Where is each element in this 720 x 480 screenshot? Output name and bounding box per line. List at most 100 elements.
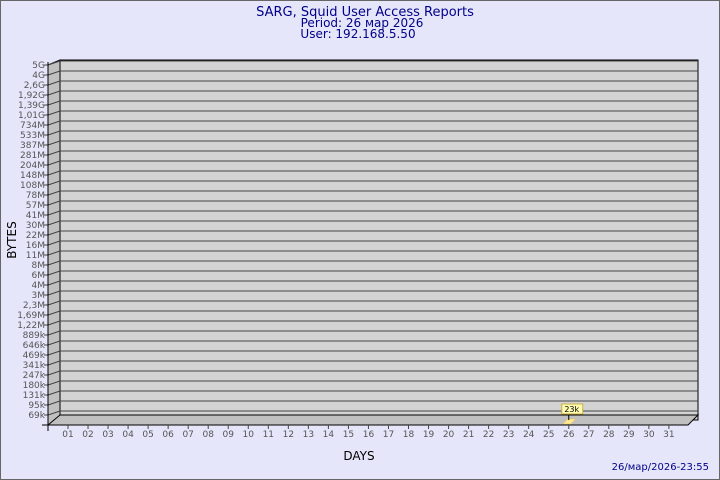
x-tick-label: 02 [82,430,93,440]
y-tick-label: 41M [26,211,45,221]
wall-grid-line [47,100,61,106]
y-tick-label: 131k [23,391,46,401]
wall-grid-line [47,400,61,406]
wall-grid-line [47,330,61,336]
y-tick-label: 8M [32,261,46,271]
timestamp: 26/мар/2026-23:55 [612,462,709,473]
wall-grid-line [47,190,61,196]
y-tick-label: 387M [20,141,45,151]
y-axis-label: BYTES [5,221,19,258]
chart-user: User: 192.168.5.50 [300,27,415,41]
wall-grid-line [47,310,61,316]
x-tick-label: 07 [182,430,193,440]
x-tick-label: 30 [643,430,655,440]
wall-grid-line [47,320,61,326]
y-tick-label: 4M [32,281,46,291]
y-tick-label: 734M [20,121,45,131]
x-tick-label: 05 [142,430,153,440]
wall-grid-line [47,80,61,86]
y-tick-label: 204M [20,161,45,171]
x-tick-label: 01 [62,430,73,440]
y-tick-label: 148M [20,171,45,181]
wall-grid-line [47,270,61,276]
x-tick-label: 12 [283,430,294,440]
wall-grid-line [47,70,61,76]
y-tick-label: 1,01G [18,111,45,121]
y-tick-label: 57M [26,201,45,211]
x-tick-label: 23 [503,430,514,440]
y-tick-label: 95k [28,401,45,411]
y-tick-label: 1,39G [18,101,45,111]
y-tick-label: 78M [26,191,45,201]
y-tick-label: 469k [23,351,46,361]
wall-grid-line [47,130,61,136]
x-tick-label: 18 [403,430,415,440]
data-label-box [561,403,584,415]
x-tick-label: 20 [443,430,455,440]
wall-grid-line [47,410,61,416]
x-tick-label: 24 [523,430,535,440]
data-label: 23k [564,405,579,414]
y-tick-label: 1,22M [17,321,45,331]
wall-grid-line [47,370,61,376]
x-tick-label: 15 [343,430,354,440]
x-tick-label: 13 [303,430,314,440]
x-tick-label: 27 [583,430,594,440]
wall-grid-line [47,240,61,246]
wall-grid-line [47,220,61,226]
x-tick-label: 08 [202,430,214,440]
wall-grid-line [47,180,61,186]
y-tick-label: 247k [23,371,46,381]
x-tick-label: 21 [463,430,474,440]
bar-day-26 [562,418,577,425]
wall-grid-line [47,90,61,96]
y-tick-label: 6M [32,271,46,281]
x-tick-label: 06 [162,430,174,440]
plot-floor [46,414,700,426]
x-tick-label: 26 [563,430,575,440]
y-tick-label: 30M [26,221,45,231]
wall-grid-line [47,140,61,146]
x-tick-label: 19 [423,430,435,440]
wall-grid-line [47,360,61,366]
x-tick-label: 17 [383,430,394,440]
wall-grid-line [47,390,61,396]
x-tick-label: 03 [102,430,113,440]
y-tick-label: 3M [32,291,46,301]
y-tick-label: 16M [26,241,45,251]
x-tick-label: 31 [663,430,674,440]
y-tick-label: 281M [20,151,45,161]
wall-grid-line [47,230,61,236]
y-tick-label: 1,92G [18,91,45,101]
wall-grid-line [47,350,61,356]
wall-grid-line [47,110,61,116]
wall-grid-line [47,120,61,126]
y-tick-label: 180k [23,381,46,391]
wall-grid-line [47,150,61,156]
x-axis-label: DAYS [343,449,374,463]
y-tick-label: 2,6G [24,81,45,91]
x-tick-label: 14 [323,430,335,440]
y-tick-label: 11M [26,251,45,261]
x-tick-label: 22 [483,430,494,440]
x-tick-label: 09 [223,430,235,440]
x-tick-label: 16 [363,430,375,440]
wall-grid-line [47,60,61,66]
wall-grid-line [47,260,61,266]
y-tick-label: 108M [20,181,45,191]
y-tick-label: 69k [28,411,45,421]
x-tick-label: 28 [603,430,615,440]
y-tick-label: 2,3M [23,301,45,311]
y-tick-label: 341k [23,361,46,371]
wall-grid-line [47,280,61,286]
wall-grid-line [47,290,61,296]
x-tick-label: 04 [122,430,134,440]
y-tick-label: 646k [23,341,46,351]
x-tick-label: 10 [243,430,255,440]
x-tick-label: 25 [543,430,554,440]
chart-period: Period: 26 мар 2026 [301,16,424,30]
y-tick-label: 5G [32,61,45,71]
wall-grid-line [47,200,61,206]
x-tick-label: 29 [623,430,635,440]
